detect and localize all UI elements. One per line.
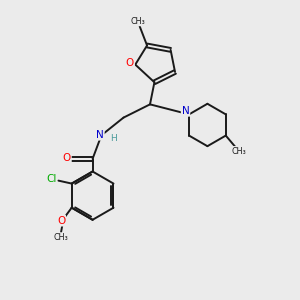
Text: H: H bbox=[110, 134, 117, 143]
Text: CH₃: CH₃ bbox=[231, 147, 246, 156]
Text: O: O bbox=[126, 58, 134, 68]
Text: CH₃: CH₃ bbox=[131, 16, 146, 26]
Text: N: N bbox=[182, 106, 189, 116]
Text: Cl: Cl bbox=[46, 174, 56, 184]
Text: O: O bbox=[57, 216, 65, 226]
Text: CH₃: CH₃ bbox=[54, 233, 68, 242]
Text: O: O bbox=[62, 153, 71, 163]
Text: N: N bbox=[96, 130, 104, 140]
